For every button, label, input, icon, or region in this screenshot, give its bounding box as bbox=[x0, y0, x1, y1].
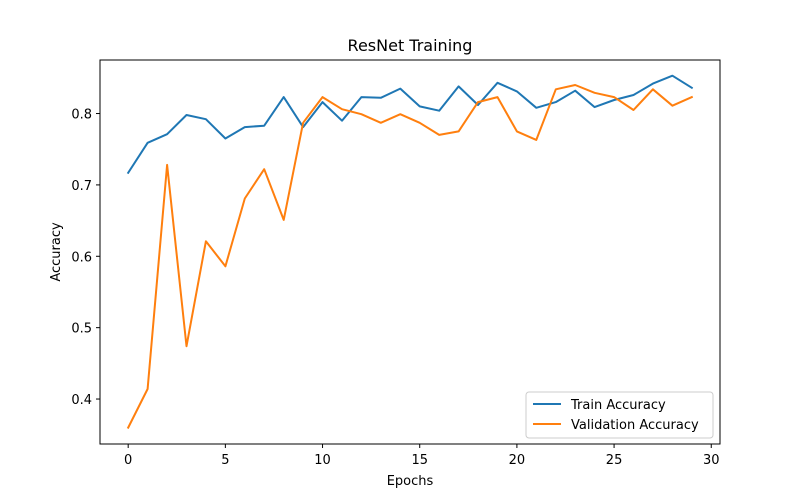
axes-layer: 0 5 10 15 20 25 30 0.4 0.5 0.6 0.7 0.8 bbox=[71, 108, 719, 468]
legend: Train Accuracy Validation Accuracy bbox=[525, 391, 714, 439]
x-tick-label: 0 bbox=[124, 453, 132, 468]
x-axis-label: Epochs bbox=[387, 474, 434, 489]
chart-title: ResNet Training bbox=[348, 36, 473, 55]
x-tick-label: 25 bbox=[606, 453, 623, 468]
y-tick-label: 0.6 bbox=[71, 250, 92, 265]
x-tick-label: 5 bbox=[221, 453, 229, 468]
y-axis-label: Accuracy bbox=[49, 222, 64, 282]
validation-accuracy-line bbox=[126, 84, 694, 429]
train-accuracy-line bbox=[126, 74, 694, 175]
y-tick-label: 0.5 bbox=[71, 322, 92, 337]
legend-label-train: Train Accuracy bbox=[570, 398, 666, 413]
y-tick-label: 0.8 bbox=[71, 108, 92, 123]
legend-box bbox=[525, 391, 714, 439]
plot-frame bbox=[99, 59, 721, 445]
x-tick-label: 20 bbox=[509, 453, 526, 468]
x-tick-label: 10 bbox=[314, 453, 331, 468]
series-layer bbox=[126, 74, 694, 429]
x-tick-label: 30 bbox=[703, 453, 720, 468]
y-tick-label: 0.4 bbox=[71, 393, 92, 408]
y-tick-label: 0.7 bbox=[71, 179, 92, 194]
x-tick-label: 15 bbox=[411, 453, 428, 468]
legend-label-validation: Validation Accuracy bbox=[571, 418, 699, 433]
